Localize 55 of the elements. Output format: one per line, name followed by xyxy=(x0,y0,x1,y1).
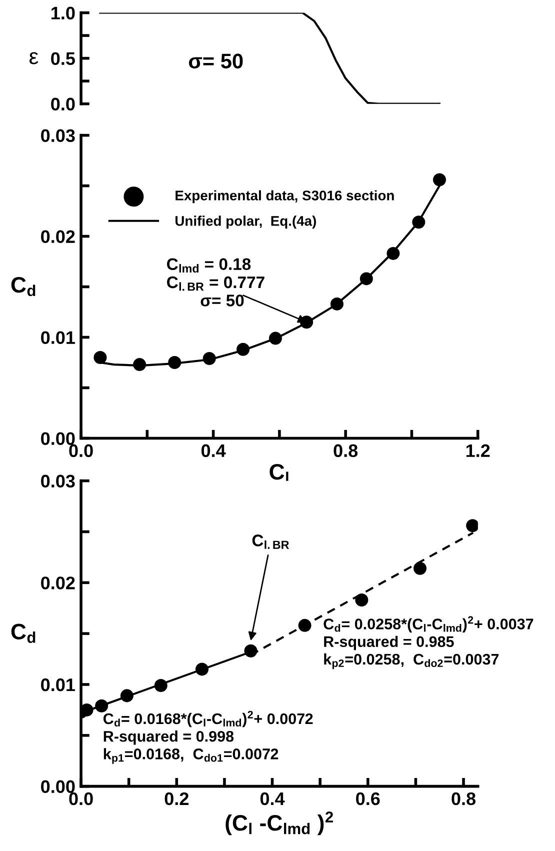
x-tick-label: 0.2 xyxy=(164,792,188,806)
y-tick-label: 0.00 xyxy=(41,432,75,445)
x-tick-label: 0.8 xyxy=(334,444,358,458)
x-tick-label: 0.4 xyxy=(260,792,285,806)
point xyxy=(133,358,146,372)
text: C$_{d}$= 0.0168*(C$_{l}$-C$_{lmd}$)$^{2}$+ 0.0072 R-squared = 0.998 k$_{p1}$=0.0168, C$_{do1}$=0.0072 xyxy=(103,710,313,764)
x-tick-label: 0.4 xyxy=(201,444,226,458)
text: C$_{d}$= 0.0258*(C$_{l}$-C$_{lmd}$)$^{2}$+ 0.0037 R-squared = 0.985 k$_{p2}$=0.0258, C$_{do2}$=0.0037 xyxy=(324,616,534,670)
annotation: σ= 50 xyxy=(200,294,244,306)
point xyxy=(432,173,446,186)
point xyxy=(268,332,282,345)
y-tick-label: 0.5 xyxy=(51,52,75,66)
point xyxy=(466,519,478,532)
y-tick-label: 0.03 xyxy=(41,129,75,142)
y-tick-label: 0.0 xyxy=(51,98,75,111)
y-tick-label: 0.03 xyxy=(41,474,75,488)
point xyxy=(120,689,134,702)
point xyxy=(330,297,344,310)
point xyxy=(360,272,373,286)
x-tick-label: 0.0 xyxy=(69,444,93,458)
point xyxy=(95,699,108,712)
y-tick-label: 0.00 xyxy=(41,780,75,794)
y-tick-label: 0.01 xyxy=(41,678,75,692)
y-axis-title: C$_{d}$ xyxy=(11,624,36,643)
point xyxy=(154,679,168,692)
annotation: σ= 50 xyxy=(188,54,243,68)
y-tick-label: 0.02 xyxy=(41,576,75,590)
annotation: C$_{l.BR}$ xyxy=(252,534,290,549)
y-tick-label: 0.01 xyxy=(41,331,75,344)
point xyxy=(355,593,368,606)
x-tick-label: 0.6 xyxy=(356,792,380,806)
y-tick-label: 1.0 xyxy=(52,6,75,20)
legend-label: Experimental data, S3016 section xyxy=(176,190,394,204)
y-axis-title: ε xyxy=(30,52,38,64)
point xyxy=(168,356,182,370)
point xyxy=(386,246,400,260)
x-tick-label: 0.8 xyxy=(452,792,476,806)
annotation: C$_{lmd}$ = 0.18 xyxy=(167,258,251,273)
point xyxy=(412,216,426,229)
point xyxy=(94,350,107,364)
legend-label: Unified polar, Eq.(4a) xyxy=(176,216,316,229)
x-tick-label: 1.2 xyxy=(466,444,490,457)
y-axis-title: C$_{d}$ xyxy=(11,276,36,296)
point xyxy=(244,644,258,658)
y-tick-label: 0.02 xyxy=(41,230,75,244)
point xyxy=(236,342,250,356)
x-axis-title: (C$_{l}$ -C$_{lmd}$ )$^{2}$ xyxy=(226,811,333,836)
point xyxy=(81,703,94,716)
point xyxy=(414,562,427,575)
point xyxy=(298,618,312,632)
annotation: C$_{l.BR}$ = 0.777 xyxy=(167,276,264,291)
line-series xyxy=(99,12,441,104)
x-tick-label: 0.0 xyxy=(69,792,93,806)
point xyxy=(195,662,208,676)
point xyxy=(202,352,216,365)
